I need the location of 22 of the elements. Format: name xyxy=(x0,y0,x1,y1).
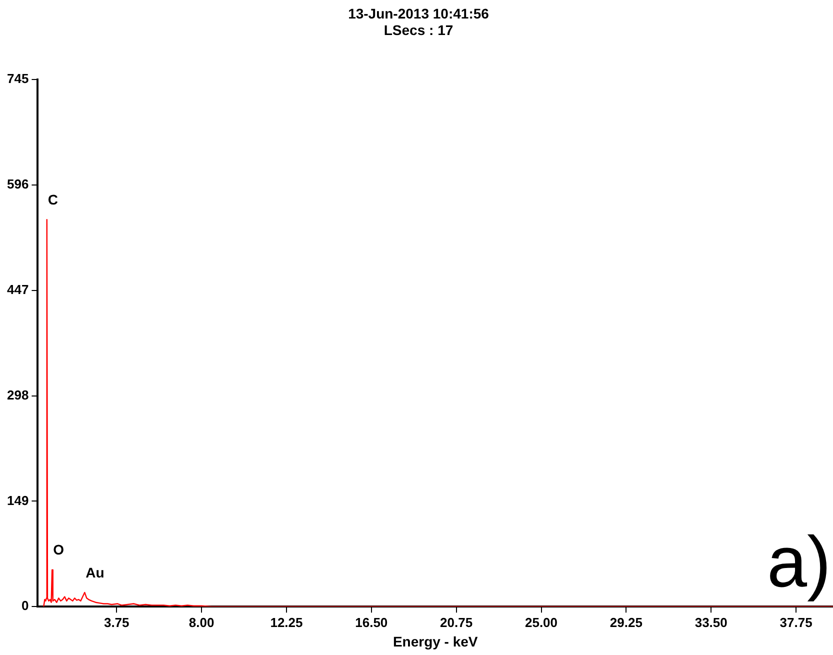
x-tick-label: 12.25 xyxy=(270,614,303,630)
y-tick-label: 447 xyxy=(6,282,29,297)
annotation: O xyxy=(53,542,64,558)
chart-title: 13-Jun-2013 10:41:56 xyxy=(348,5,490,22)
y-tick-label: 149 xyxy=(6,492,29,508)
x-tick-label: 16.50 xyxy=(355,614,388,630)
x-tick-label: 20.75 xyxy=(440,614,473,630)
x-axis-title: Energy - keV xyxy=(392,633,478,650)
annotation: C xyxy=(48,192,58,208)
chart-subtitle: LSecs : 17 xyxy=(384,22,454,38)
x-tick-label: 25.00 xyxy=(524,614,558,630)
annotation: Au xyxy=(86,564,104,580)
y-tick-label: 298 xyxy=(6,387,29,402)
x-tick-label: 3.75 xyxy=(104,614,130,630)
x-tick-label: 33.50 xyxy=(694,614,728,630)
y-tick-label: 745 xyxy=(6,71,29,86)
y-tick-label: 0 xyxy=(21,598,29,614)
x-tick-label: 8.00 xyxy=(188,614,214,630)
y-tick-label: 596 xyxy=(6,176,29,192)
x-tick-label: 29.25 xyxy=(610,614,642,630)
x-tick-label: 37.75 xyxy=(780,614,812,630)
annotation: a) xyxy=(766,522,831,602)
